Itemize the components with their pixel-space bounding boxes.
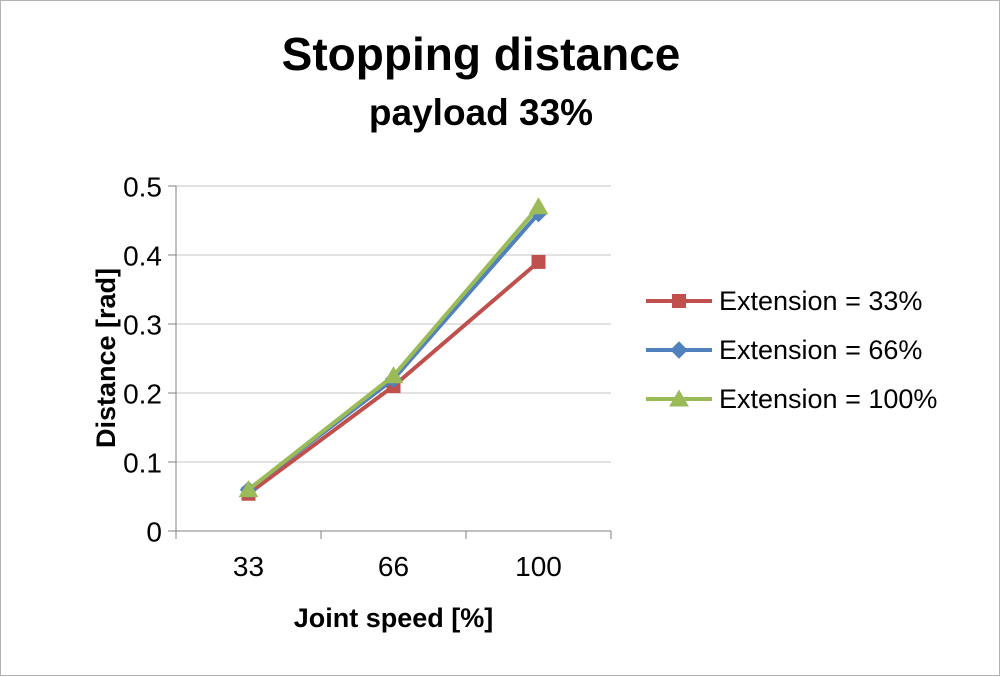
legend-marker bbox=[669, 389, 689, 407]
series-marker-0 bbox=[531, 254, 546, 269]
legend: Extension = 33% Extension = 66% Extension … bbox=[646, 283, 937, 417]
y-tick-label: 0.4 bbox=[123, 241, 162, 272]
y-tick-label: 0.5 bbox=[123, 172, 162, 203]
series-line-2 bbox=[247, 205, 541, 492]
y-tick-label: 0 bbox=[146, 517, 162, 548]
series-marker-2 bbox=[238, 480, 259, 498]
legend-label: Extension = 100% bbox=[719, 383, 938, 414]
series-marker-2 bbox=[383, 366, 404, 384]
square-marker-icon bbox=[646, 294, 712, 308]
triangle-marker-icon bbox=[646, 389, 712, 407]
legend-entry: Extension = 33% bbox=[646, 283, 937, 319]
chart-title: Stopping distance bbox=[281, 28, 681, 80]
chart-subtitle: payload 33% bbox=[368, 92, 594, 133]
x-axis-label: Joint speed [%] bbox=[293, 603, 494, 633]
x-tick-label: 66 bbox=[378, 551, 409, 582]
series-marker-2 bbox=[528, 197, 549, 215]
y-tick-label: 0.2 bbox=[123, 379, 162, 410]
legend-entry: Extension = 66% bbox=[646, 332, 937, 368]
y-tick-label: 0.1 bbox=[123, 448, 162, 479]
x-tick-label: 33 bbox=[233, 551, 264, 582]
y-tick-label: 0.3 bbox=[123, 310, 162, 341]
diamond-marker-icon bbox=[646, 341, 712, 359]
legend-label: Extension = 66% bbox=[719, 334, 923, 365]
legend-marker bbox=[670, 341, 688, 359]
legend-entry: Extension = 100% bbox=[646, 381, 937, 417]
legend-marker bbox=[672, 294, 686, 308]
x-tick-label: 100 bbox=[515, 551, 562, 582]
legend-label: Extension = 33% bbox=[719, 285, 923, 316]
